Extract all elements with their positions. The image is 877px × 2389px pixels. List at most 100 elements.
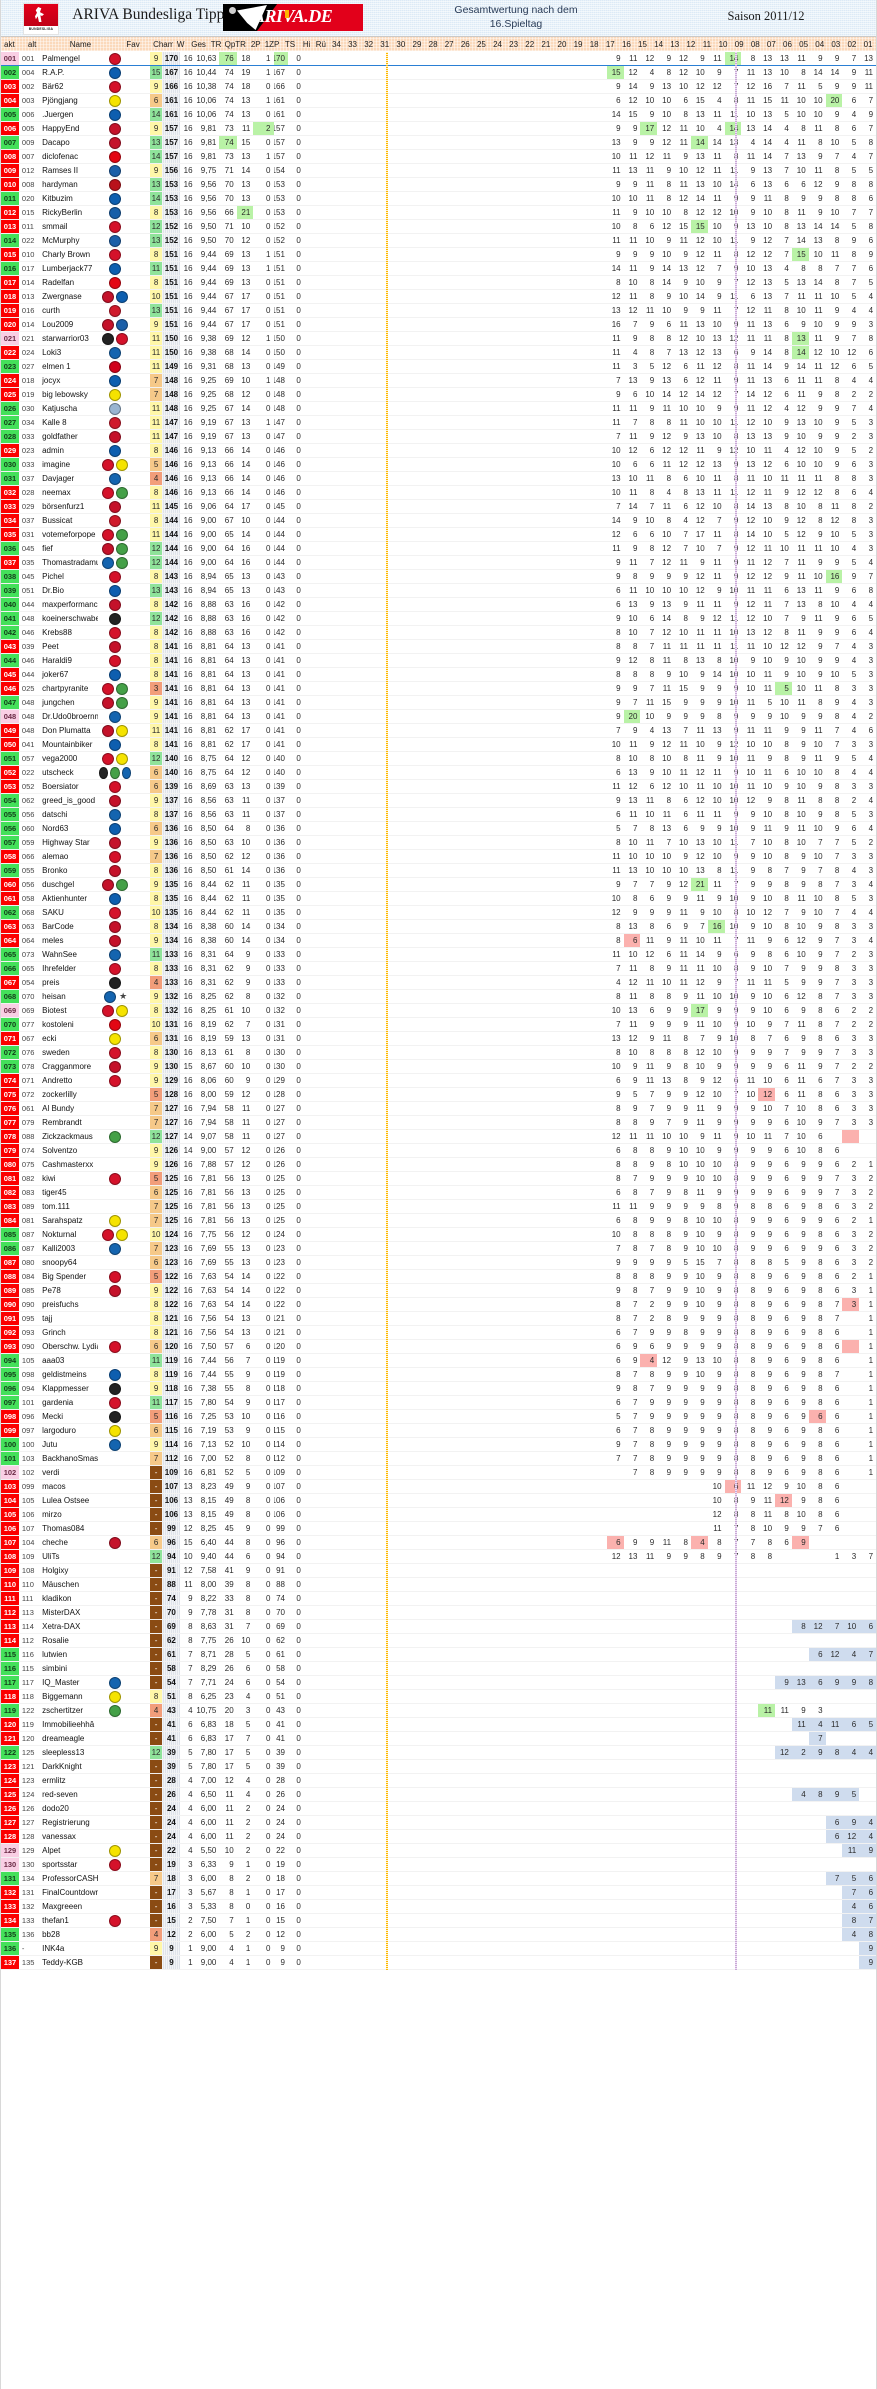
col-header-matchday-23[interactable]: 23 (509, 39, 519, 49)
col-header-2p[interactable]: 2P (250, 39, 261, 49)
player-name[interactable]: Palmengel (42, 54, 80, 63)
col-header-matchday-20[interactable]: 20 (557, 39, 567, 49)
table-row[interactable]: 087 080 snoopy64 6 123 16 7,69 55 13 0 123 0 9 9 9 9 5 15… (1, 1256, 876, 1270)
rank-current-badge[interactable]: 094 (1, 1354, 19, 1367)
rank-current-badge[interactable]: 060 (1, 878, 19, 891)
col-header-matchday-06[interactable]: 06 (783, 39, 792, 49)
player-name[interactable]: zockerlilly (42, 1090, 77, 1099)
table-row[interactable]: 079 074 Solventzo 9 126 14 9,00 57 12 0 126 0 6 8 8 9 10… (1, 1144, 876, 1158)
col-header-matchday-17[interactable]: 17 (605, 39, 615, 49)
table-row[interactable]: 038 045 Pichel 8 143 16 8,94 65 13 0 143 0 9 8 9 9 9 12 11… (1, 570, 876, 584)
player-name[interactable]: tom.111 (42, 1202, 70, 1211)
player-name[interactable]: Mountainbiker (42, 740, 93, 749)
rank-current-badge[interactable]: 076 (1, 1102, 19, 1115)
table-row[interactable]: 078 088 Zickzackmaus 12 127 14 9,07 58 11 0 127 0 12… (1, 1130, 876, 1144)
table-row[interactable]: 039 051 Dr.Bio 13 143 16 8,94 65 13 0 143 0 6 11 10 10 1… (1, 584, 876, 598)
rank-current-badge[interactable]: 077 (1, 1116, 19, 1129)
player-name[interactable]: Bär62 (42, 82, 64, 91)
rank-current-badge[interactable]: 064 (1, 934, 19, 947)
col-header-matchday-10[interactable]: 10 (718, 39, 728, 49)
rank-current-badge[interactable]: 045 (1, 668, 19, 681)
rank-current-badge[interactable]: 044 (1, 654, 19, 667)
rank-current-badge[interactable]: 075 (1, 1088, 19, 1101)
col-header-ru[interactable]: Rü (315, 39, 326, 49)
table-row[interactable]: 074 071 Andretto 9 129 16 8,06 60 9 0 129 0 6 9 11 13 8 9… (1, 1074, 876, 1088)
table-row[interactable]: 008 007 diclofenac 14 157 16 9,81 73 13 1 157 0 10 11… (1, 150, 876, 164)
rank-current-badge[interactable]: 027 (1, 416, 19, 429)
table-row[interactable]: 033 029 börsenfurz1 11 145 16 9,06 64 17 0 145 0 7 14… (1, 500, 876, 514)
table-row[interactable]: 084 081 Sarahspatz 7 125 16 7,81 56 13 0 125 0 6 8 9 9 8… (1, 1214, 876, 1228)
rank-current-badge[interactable]: 099 (1, 1424, 19, 1437)
col-header-ts[interactable]: TS (284, 39, 296, 49)
rank-current-badge[interactable]: 004 (1, 94, 19, 107)
rank-current-badge[interactable]: 092 (1, 1326, 19, 1339)
col-header-matchday-19[interactable]: 19 (573, 39, 583, 49)
table-row[interactable]: 009 012 Ramses II 9 156 16 9,75 71 14 0 154 0 11 13 11… (1, 164, 876, 178)
player-name[interactable]: RickyBerlin (42, 208, 83, 217)
rank-current-badge[interactable]: 043 (1, 640, 19, 653)
player-name[interactable]: Zickzackmaus (42, 1132, 93, 1141)
table-row[interactable]: 043 039 Peet 8 141 16 8,81 64 13 0 141 0 8 8 7 11 11 11 11… (1, 640, 876, 654)
rank-current-badge[interactable]: 078 (1, 1130, 19, 1143)
rank-current-badge[interactable]: 017 (1, 276, 19, 289)
player-name[interactable]: Pichel (42, 572, 64, 581)
table-row[interactable]: 069 069 Biotest 8 132 16 8,25 61 10 0 132 0 10 13 6 9 9 1… (1, 1004, 876, 1018)
table-row[interactable]: 006 005 HappyEnd 9 157 16 9,81 73 11 2 157 0 9 9 17 12 1… (1, 122, 876, 136)
rank-current-badge[interactable]: 012 (1, 206, 19, 219)
rank-current-badge[interactable]: 019 (1, 304, 19, 317)
player-name[interactable]: Loki3 (42, 348, 62, 357)
rank-current-badge[interactable]: 037 (1, 556, 19, 569)
rank-current-badge[interactable]: 096 (1, 1382, 19, 1395)
rank-current-badge[interactable]: 070 (1, 1018, 19, 1031)
rank-current-badge[interactable]: 082 (1, 1186, 19, 1199)
table-row[interactable]: 007 009 Dacapo 13 157 16 9,81 74 15 0 157 0 13 9 9 12 11… (1, 136, 876, 150)
table-row[interactable]: 028 033 goldfather 11 147 16 9,19 67 13 0 147 0 7 11 9… (1, 430, 876, 444)
table-row[interactable]: 010 008 hardyman 13 153 16 9,56 70 13 0 153 0 9 9 11 8 1… (1, 178, 876, 192)
player-name[interactable]: vega2000 (42, 754, 78, 763)
rank-current-badge[interactable]: 069 (1, 1004, 19, 1017)
col-header-matchday-08[interactable]: 08 (750, 39, 760, 49)
rank-current-badge[interactable]: 040 (1, 598, 19, 611)
rank-current-badge[interactable]: 033 (1, 500, 19, 513)
table-row[interactable]: 096 094 Klappmesser 9 118 16 7,38 55 8 0 118 0 9 8 7 9 9… (1, 1382, 876, 1396)
table-row[interactable]: 035 031 votemeforpope 11 144 16 9,00 65 14 0 144 0 1… (1, 528, 876, 542)
col-header-matchday-32[interactable]: 32 (364, 39, 374, 49)
rank-current-badge[interactable]: 018 (1, 290, 19, 303)
rank-current-badge[interactable]: 065 (1, 948, 19, 961)
rank-current-badge[interactable]: 049 (1, 724, 19, 737)
table-row[interactable]: 093 090 Oberschw. Lydia 6 120 16 7,50 57 6 0 120 0 6… (1, 1340, 876, 1354)
col-header-matchday-07[interactable]: 07 (766, 39, 776, 49)
player-name[interactable]: Al Bundy (42, 1104, 75, 1113)
player-name[interactable]: WahnSee (42, 950, 77, 959)
table-row[interactable]: 063 063 BarCode 8 134 16 8,38 60 14 0 134 0 8 13 8 6 9 7 1… (1, 920, 876, 934)
player-name[interactable]: aaa03 (42, 1356, 65, 1365)
table-row[interactable]: 054 062 greed_is_good 9 137 16 8,56 63 11 0 137 0 9 1… (1, 794, 876, 808)
player-name[interactable]: hardyman (42, 180, 78, 189)
rank-current-badge[interactable]: 097 (1, 1396, 19, 1409)
rank-current-badge[interactable]: 039 (1, 584, 19, 597)
player-name[interactable]: Kitbuzim (42, 194, 73, 203)
table-row[interactable]: 056 060 Nord63 6 136 16 8,50 64 8 0 136 0 5 7 8 13 6 9 9 10… (1, 822, 876, 836)
player-name[interactable]: börsenfurz1 (42, 502, 85, 511)
rank-current-badge[interactable]: 038 (1, 570, 19, 583)
player-name[interactable]: Lumberjack77 (42, 264, 93, 273)
rank-current-badge[interactable]: 089 (1, 1284, 19, 1297)
table-row[interactable]: 012 015 RickyBerlin 8 153 16 9,56 66 21 0 153 0 11 9 1… (1, 206, 876, 220)
col-header-hi[interactable]: Hi (302, 39, 311, 49)
rank-current-badge[interactable]: 013 (1, 220, 19, 233)
table-row[interactable]: 024 018 jocyx 7 148 16 9,25 69 10 1 148 0 7 13 9 13 6 12 1… (1, 374, 876, 388)
rank-current-badge[interactable]: 001 (1, 52, 19, 65)
player-name[interactable]: Biotest (42, 1006, 67, 1015)
player-name[interactable]: fief (42, 544, 53, 553)
table-row[interactable]: 091095tajj8121167,5654130121087289998896… (1, 1312, 876, 1326)
rank-current-badge[interactable]: 026 (1, 402, 19, 415)
col-header-matchday-26[interactable]: 26 (460, 39, 470, 49)
table-row[interactable]: 053 052 Boersiator 6 139 16 8,69 63 13 0 139 0 11 12 6… (1, 780, 876, 794)
table-row[interactable]: 029 023 admin 8 146 16 9,13 66 14 0 146 0 10 12 6 12 12 1… (1, 444, 876, 458)
player-name[interactable]: tajj (42, 1314, 53, 1323)
table-row[interactable]: 049 048 Don Plumatta 11 141 16 8,81 62 17 0 141 0 7 9… (1, 724, 876, 738)
rank-current-badge[interactable]: 056 (1, 822, 19, 835)
player-name[interactable]: heisan (42, 992, 66, 1001)
table-row[interactable]: 052 022 utscheck 6 140 16 8,75 64 12 0 140 0 6 13 9 10 1… (1, 766, 876, 780)
player-name[interactable]: datschi (42, 810, 68, 819)
